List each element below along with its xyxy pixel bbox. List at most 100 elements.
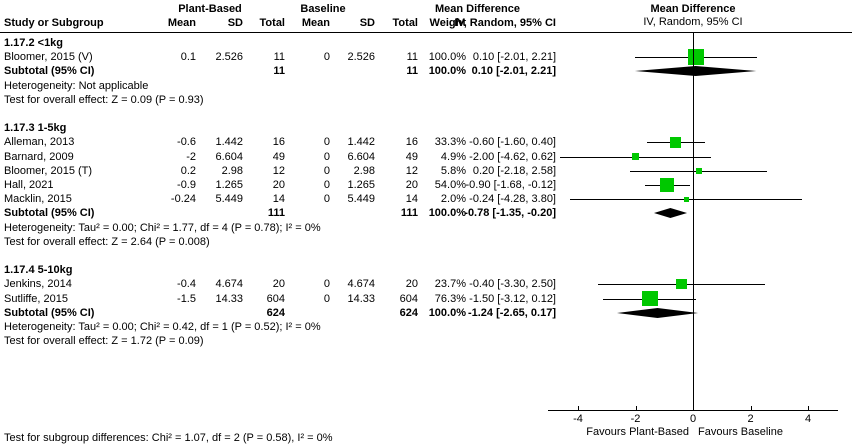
study-row-2-1-ci: -1.50 [-3.12, 0.12] (469, 292, 556, 305)
study-row-1-0-total1: 16 (272, 136, 285, 149)
study-row-1-0-sd2: 1.442 (347, 136, 375, 149)
confidence-interval-line (644, 185, 690, 186)
study-row-1-0-ci: -0.60 [-1.60, 0.40] (469, 136, 556, 149)
group-header-0: Plant-Based (178, 3, 242, 15)
summary-diamond (654, 208, 688, 219)
study-row-0-0-sd1: 2.526 (215, 51, 243, 64)
column-header-total2: Total (392, 17, 418, 29)
study-row-1-1-weight: 4.9% (440, 150, 466, 163)
study-row-1-2-weight: 5.8% (440, 164, 466, 177)
study-row-1-4-study: Macklin, 2015 (4, 193, 72, 206)
subtotal-row-1-study: Subtotal (95% CI) (4, 207, 95, 220)
x-axis-line (548, 410, 838, 411)
heterogeneity-text-1.17.2: Heterogeneity: Not applicable (4, 79, 149, 92)
overall-effect-text-1.17.2: Test for overall effect: Z = 0.09 (P = 0… (4, 93, 204, 106)
study-row-1-3-sd2: 1.265 (347, 179, 375, 191)
column-header-ci: IV, Random, 95% CI (454, 17, 556, 29)
study-row-1-0-study: Alleman, 2013 (4, 136, 75, 149)
heterogeneity-text-1.17.4: Heterogeneity: Tau² = 0.00; Chi² = 0.42,… (4, 321, 321, 333)
study-row-0-0-mean1: 0.1 (180, 51, 196, 64)
study-effect-marker (676, 279, 687, 290)
study-row-1-3-mean2: 0 (323, 179, 330, 191)
study-row-2-0-mean2: 0 (323, 278, 330, 291)
study-row-2-1-total2: 604 (399, 292, 418, 305)
study-effect-marker (670, 136, 682, 149)
x-axis-tick--2 (635, 406, 637, 411)
column-header-sd2: SD (359, 17, 375, 29)
study-row-2-1-weight: 76.3% (434, 292, 466, 305)
study-row-2-0-weight: 23.7% (434, 278, 466, 291)
study-row-1-1-mean2: 0 (323, 150, 330, 163)
subtotal-row-2-study: Subtotal (95% CI) (4, 306, 95, 319)
study-row-1-3-study: Hall, 2021 (4, 179, 54, 191)
study-row-1-4-total2: 14 (405, 193, 418, 206)
heterogeneity-text-1.17.3: Heterogeneity: Tau² = 0.00; Chi² = 1.77,… (4, 221, 321, 234)
study-row-1-3-weight: 54.0% (434, 179, 466, 191)
group-header-1: Baseline (300, 3, 346, 15)
study-row-1-3-total2: 20 (405, 179, 418, 191)
study-row-1-1-total1: 49 (272, 150, 285, 163)
subtotal-row-2-ci: -1.24 [-2.65, 0.17] (467, 306, 556, 319)
study-row-0-0-total2: 11 (406, 51, 418, 64)
study-effect-marker (687, 49, 704, 66)
study-row-1-2-mean2: 0 (323, 164, 330, 177)
subtotal-row-2-total2: 624 (399, 306, 418, 319)
subgroup-heading-1.17.2: 1.17.2 <1kg (4, 37, 64, 49)
x-axis-tick-label-2: 2 (747, 413, 754, 425)
subtotal-row-1-total1: 111 (267, 207, 285, 220)
x-axis-tick-label--4: -4 (573, 413, 583, 425)
favours-right-caption: Favours Baseline (698, 426, 783, 438)
subtotal-row-2-weight: 100.0% (428, 306, 466, 319)
study-row-1-4-total1: 14 (272, 193, 285, 206)
study-row-2-0-total1: 20 (272, 278, 285, 291)
confidence-interval-line (635, 57, 757, 59)
study-row-1-2-sd1: 2.98 (221, 164, 243, 177)
study-row-1-4-mean2: 0 (323, 193, 330, 206)
study-row-2-1-sd1: 14.33 (215, 292, 243, 305)
subtotal-row-1-weight: 100.0% (428, 207, 466, 220)
column-header-mean1: Mean (167, 17, 196, 29)
summary-diamond (616, 307, 698, 318)
study-row-2-1-mean1: -1.5 (177, 292, 196, 305)
plot-header-subtitle: IV, Random, 95% CI (643, 16, 743, 28)
study-effect-marker (632, 153, 639, 160)
study-row-0-0-total1: 11 (273, 51, 285, 64)
study-row-1-4-mean1: -0.24 (170, 193, 196, 206)
column-header-sd1: SD (227, 17, 243, 29)
confidence-interval-line (598, 284, 765, 286)
subgroup-heading-1.17.4: 1.17.4 5-10kg (4, 264, 73, 277)
subtotal-row-2-total1: 624 (266, 306, 285, 319)
study-row-1-4-sd2: 5.449 (347, 193, 375, 206)
study-row-0-0-weight: 100.0% (428, 51, 466, 64)
study-row-1-0-mean1: -0.6 (177, 136, 196, 149)
subgroup-differences-text: Test for subgroup differences: Chi² = 1.… (4, 432, 333, 444)
study-row-2-0-total2: 20 (405, 278, 418, 291)
study-row-2-1-sd2: 14.33 (347, 292, 375, 305)
column-header-total1: Total (259, 17, 285, 29)
study-row-2-0-mean1: -0.4 (177, 278, 196, 291)
study-row-1-0-mean2: 0 (323, 136, 330, 149)
study-row-2-0-sd1: 4.674 (215, 278, 243, 291)
confidence-interval-line (569, 199, 803, 201)
study-effect-marker (683, 196, 689, 202)
study-row-0-0-ci: 0.10 [-2.01, 2.21] (472, 51, 556, 64)
study-row-1-0-total2: 16 (405, 136, 418, 149)
study-row-1-1-sd1: 6.604 (215, 150, 243, 163)
study-row-1-1-ci: -2.00 [-4.62, 0.62] (469, 150, 556, 163)
x-axis-tick-label--2: -2 (630, 413, 641, 425)
subtotal-row-0-total2: 11 (406, 65, 418, 78)
subtotal-row-0-weight: 100.0% (428, 65, 466, 78)
study-row-1-2-ci: 0.20 [-2.18, 2.58] (472, 164, 556, 177)
subtotal-row-0-study: Subtotal (95% CI) (4, 65, 95, 78)
subtotal-row-1-total2: 111 (400, 207, 418, 220)
study-row-1-0-weight: 33.3% (434, 136, 466, 149)
study-effect-marker (695, 167, 702, 175)
study-row-1-1-mean1: -2 (186, 150, 196, 163)
study-row-1-4-weight: 2.0% (440, 193, 466, 206)
subtotal-row-1-ci: -0.78 [-1.35, -0.20] (464, 207, 556, 220)
x-axis-tick-4 (808, 406, 809, 411)
study-row-0-0-mean2: 0 (323, 51, 330, 64)
x-axis-tick-2 (750, 406, 752, 411)
study-row-2-1-mean2: 0 (323, 292, 330, 305)
